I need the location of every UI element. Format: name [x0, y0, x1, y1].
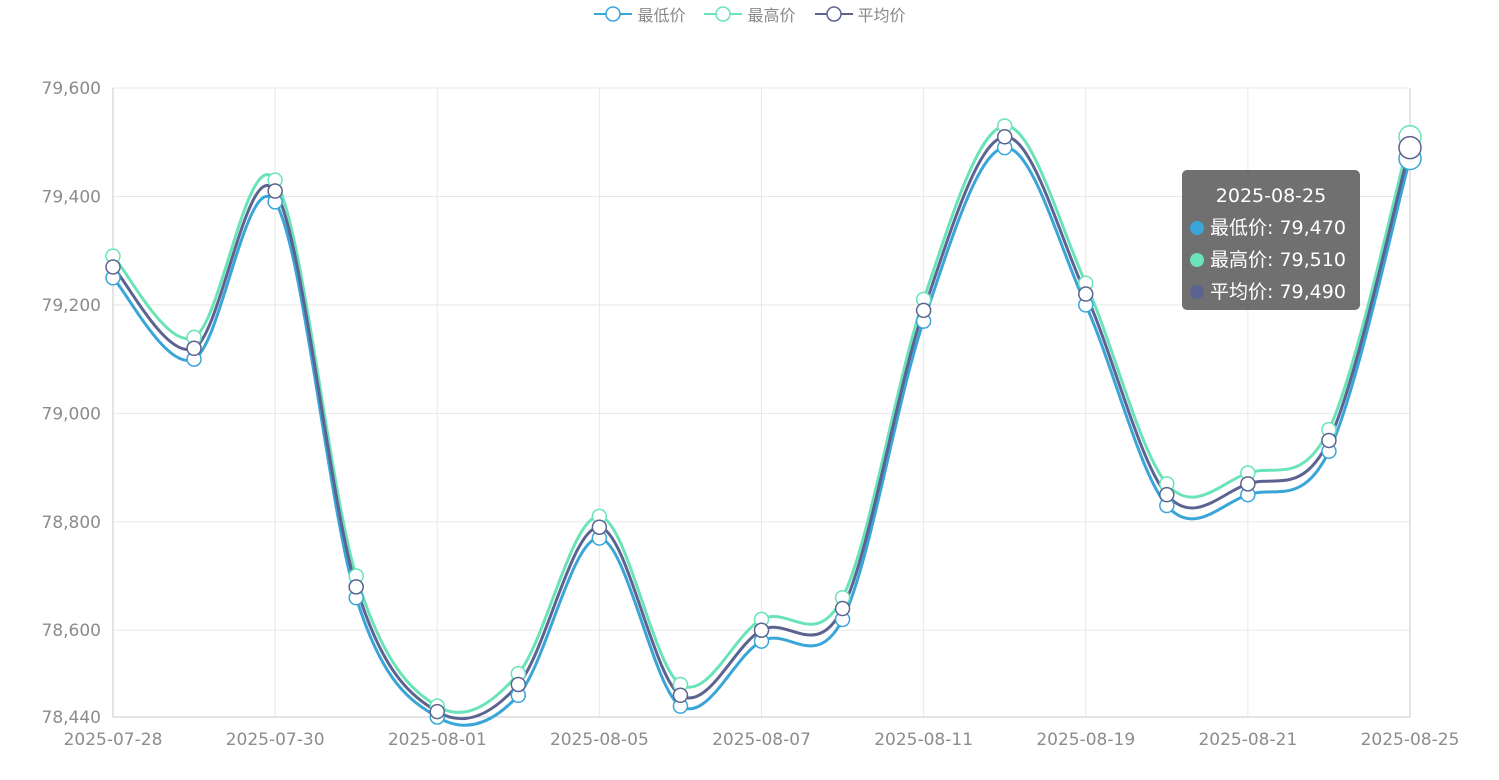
data-point[interactable] — [1398, 135, 1422, 160]
y-tick-label: 79,200 — [42, 296, 101, 316]
data-point[interactable] — [834, 600, 851, 617]
data-point[interactable] — [1078, 286, 1094, 302]
x-tick-label: 2025-08-21 — [1198, 730, 1297, 750]
series-dot-icon — [1190, 253, 1204, 267]
data-point[interactable] — [267, 183, 283, 199]
legend-item-max[interactable]: 最高价 — [703, 2, 796, 26]
legend-item-min[interactable]: 最低价 — [593, 2, 685, 26]
x-tick-label: 2025-08-25 — [1361, 730, 1460, 750]
x-tick-label: 2025-08-05 — [550, 730, 649, 750]
y-tick-label: 79,000 — [42, 404, 101, 424]
x-tick-label: 2025-08-07 — [712, 730, 811, 750]
legend-min-icon — [594, 6, 633, 22]
tooltip-row-label: 最高价: 79,510 — [1210, 249, 1346, 271]
x-tick-label: 2025-08-01 — [388, 730, 487, 750]
tooltip-row-avg: 平均价: 79,490 — [1190, 276, 1352, 308]
y-tick-label: 78,600 — [42, 621, 101, 641]
tooltip-row-min: 最低价: 79,470 — [1190, 212, 1352, 244]
y-tick-label: 79,600 — [42, 79, 101, 99]
data-point[interactable] — [348, 579, 364, 595]
data-point[interactable] — [672, 687, 689, 704]
legend-label: 最低价 — [637, 6, 686, 25]
data-point[interactable] — [1159, 486, 1175, 503]
data-point[interactable] — [753, 622, 770, 638]
legend-item-avg[interactable]: 平均价 — [814, 2, 906, 26]
series-dot-icon — [1190, 221, 1204, 235]
legend-max-icon — [704, 6, 743, 22]
axes: 78,440 78,600 78,800 79,000 79,200 79,400 79,6… — [42, 79, 1460, 750]
legend-label: 最高价 — [747, 6, 796, 25]
legend-label: 平均价 — [857, 6, 906, 25]
grid-lines — [113, 87, 1410, 717]
series-dot-icon — [1190, 285, 1204, 299]
x-tick-label: 2025-07-28 — [64, 730, 163, 750]
tooltip-row-label: 最低价: 79,470 — [1210, 217, 1346, 239]
data-point[interactable] — [429, 703, 445, 720]
y-tick-label: 78,800 — [42, 513, 101, 533]
data-point[interactable] — [996, 129, 1013, 145]
data-point[interactable] — [1321, 432, 1337, 449]
legend: 最低价 最高价 平均价 — [0, 2, 1499, 26]
tooltip: 2025-08-25 最低价: 79,470 最高价: 79,510 平均价: … — [1182, 170, 1360, 310]
data-point[interactable] — [105, 259, 121, 275]
data-point[interactable] — [1240, 476, 1256, 492]
data-point[interactable] — [591, 519, 608, 535]
x-tick-label: 2025-07-30 — [226, 730, 325, 750]
data-points[interactable] — [105, 118, 1422, 725]
x-tick-label: 2025-08-11 — [874, 730, 973, 750]
tooltip-row-max: 最高价: 79,510 — [1190, 244, 1352, 276]
data-point[interactable] — [186, 340, 202, 357]
tooltip-title: 2025-08-25 — [1215, 185, 1327, 207]
data-point[interactable] — [915, 302, 932, 319]
data-point[interactable] — [510, 676, 527, 693]
x-tick-label: 2025-08-19 — [1036, 730, 1135, 750]
legend-avg-icon — [814, 6, 853, 22]
y-tick-label: 79,400 — [42, 187, 101, 207]
y-tick-label: 78,440 — [42, 708, 101, 728]
tooltip-row-label: 平均价: 79,490 — [1210, 281, 1346, 303]
